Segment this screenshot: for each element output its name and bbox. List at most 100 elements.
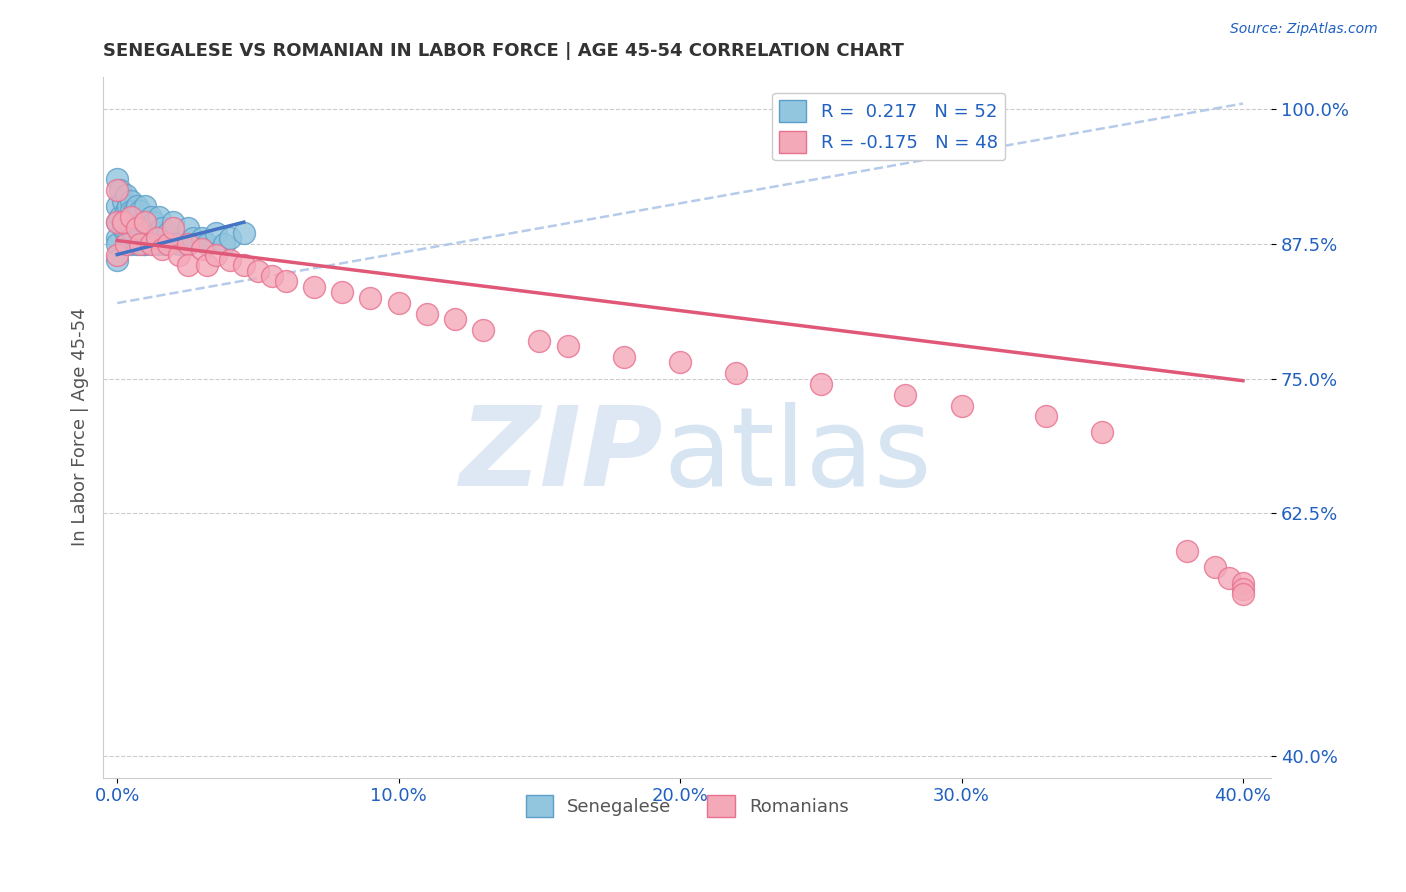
Point (195, 236, 218, 251)
Point (122, 226, 145, 240)
Point (105, 215, 128, 229)
Point (472, 323, 495, 337)
Point (557, 339, 579, 353)
Point (125, 215, 148, 229)
Point (128, 236, 150, 251)
Point (613, 350, 636, 364)
Point (125, 220, 148, 235)
Point (218, 231, 240, 245)
Point (105, 247, 128, 261)
Point (260, 269, 283, 284)
Point (274, 275, 297, 289)
Point (1232, 576, 1254, 591)
Point (1175, 544, 1198, 558)
Point (120, 210, 142, 224)
Point (1204, 560, 1226, 574)
Point (139, 236, 162, 251)
Point (108, 183, 131, 197)
Point (195, 258, 218, 272)
Point (176, 220, 198, 235)
Point (120, 220, 142, 235)
Point (153, 236, 176, 251)
Point (360, 291, 382, 305)
Point (444, 312, 467, 326)
Point (190, 231, 212, 245)
Point (204, 226, 226, 240)
Point (117, 231, 139, 245)
Point (128, 204, 150, 219)
Point (105, 236, 128, 251)
Point (139, 210, 162, 224)
Point (114, 226, 136, 240)
Point (131, 236, 153, 251)
Point (105, 231, 128, 245)
Point (416, 307, 439, 321)
Point (134, 215, 156, 229)
Point (148, 210, 170, 224)
Point (125, 236, 148, 251)
Text: atlas: atlas (664, 401, 932, 508)
Point (167, 247, 190, 261)
Point (1035, 409, 1057, 424)
Point (122, 204, 145, 219)
Point (111, 220, 134, 235)
Point (894, 388, 917, 402)
Point (105, 252, 128, 267)
Point (167, 236, 190, 251)
Point (120, 194, 142, 208)
Point (388, 296, 411, 310)
Point (212, 236, 235, 251)
Y-axis label: In Labor Force | Age 45-54: In Labor Force | Age 45-54 (72, 308, 89, 547)
Point (156, 226, 179, 240)
Point (142, 215, 165, 229)
Point (105, 172, 128, 186)
Point (725, 366, 748, 380)
Point (114, 204, 136, 219)
Point (162, 220, 184, 235)
Point (114, 188, 136, 202)
Point (950, 399, 973, 413)
Point (134, 215, 156, 229)
Point (1232, 582, 1254, 596)
Point (232, 226, 254, 240)
Legend: Senegalese, Romanians: Senegalese, Romanians (519, 789, 856, 824)
Point (204, 247, 226, 261)
Point (111, 215, 134, 229)
Point (114, 236, 136, 251)
Point (162, 215, 184, 229)
Point (105, 183, 128, 197)
Point (232, 258, 254, 272)
Point (156, 236, 179, 251)
Point (120, 236, 142, 251)
Point (176, 258, 198, 272)
Point (105, 199, 128, 213)
Point (139, 231, 162, 245)
Text: Source: ZipAtlas.com: Source: ZipAtlas.com (1230, 22, 1378, 37)
Text: SENEGALESE VS ROMANIAN IN LABOR FORCE | AGE 45-54 CORRELATION CHART: SENEGALESE VS ROMANIAN IN LABOR FORCE | … (103, 42, 904, 60)
Point (150, 242, 173, 256)
Point (1232, 587, 1254, 601)
Point (128, 226, 150, 240)
Text: ZIP: ZIP (460, 401, 664, 508)
Point (246, 263, 269, 277)
Point (134, 199, 156, 213)
Point (125, 199, 148, 213)
Point (150, 220, 173, 235)
Point (145, 231, 167, 245)
Point (134, 236, 156, 251)
Point (131, 215, 153, 229)
Point (148, 236, 170, 251)
Point (330, 285, 353, 300)
Point (142, 236, 165, 251)
Point (218, 252, 240, 267)
Point (181, 231, 204, 245)
Point (176, 236, 198, 251)
Point (1218, 571, 1240, 585)
Point (111, 194, 134, 208)
Point (190, 242, 212, 256)
Point (145, 226, 167, 240)
Point (108, 210, 131, 224)
Point (105, 215, 128, 229)
Point (1091, 425, 1114, 440)
Point (669, 355, 692, 369)
